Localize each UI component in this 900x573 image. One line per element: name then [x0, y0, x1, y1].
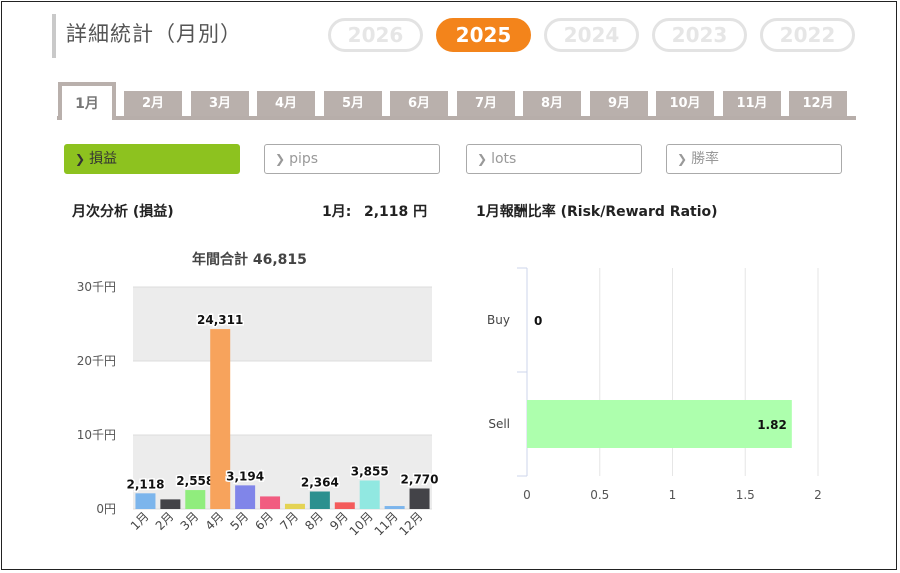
tab-month-1[interactable]: 1月	[58, 82, 116, 120]
bar-Sell	[527, 400, 792, 448]
data-label: 1.82	[757, 418, 787, 432]
metric-button-pnl[interactable]: ❯ 損益	[64, 144, 240, 174]
tab-month-7[interactable]: 7月	[457, 91, 515, 116]
y-tick-label: 10千円	[77, 428, 116, 442]
data-label: 24,311	[197, 313, 243, 327]
x-tick-label: 1月	[128, 509, 152, 533]
grid-band	[133, 287, 432, 361]
data-label: 2,364	[301, 476, 339, 490]
x-tick-label: 5月	[227, 509, 251, 533]
year-button-2025[interactable]: 2025	[436, 18, 531, 52]
bar-11月	[384, 506, 405, 509]
bar-7月	[284, 503, 305, 509]
bar-1月	[135, 493, 156, 509]
bar-10月	[359, 480, 380, 509]
tabs-underline	[57, 116, 856, 120]
x-tick-label: 7月	[277, 509, 301, 533]
bar-2月	[160, 499, 181, 509]
monthly-analysis-heading: 月次分析 (損益)	[72, 204, 174, 220]
tab-month-4[interactable]: 4月	[257, 91, 315, 116]
year-button-2022[interactable]: 2022	[760, 18, 855, 52]
metric-button-lots[interactable]: ❯ lots	[466, 144, 642, 174]
x-tick-label: 11月	[372, 509, 401, 538]
title-bar: 詳細統計（月別）	[52, 14, 242, 58]
tab-month-12[interactable]: 12月	[789, 91, 847, 116]
metric-label: 損益	[89, 151, 118, 167]
bar-8月	[309, 491, 330, 509]
tab-month-5[interactable]: 5月	[324, 91, 382, 116]
metric-label: 勝率	[691, 151, 720, 167]
x-tick-label: 4月	[203, 509, 227, 533]
metric-label: pips	[289, 151, 319, 167]
rr-heading: 1月報酬比率 (Risk/Reward Ratio)	[476, 204, 718, 220]
risk-reward-chart: 0 0.5 1 1.5 2 Buy 0 Sell 1.82	[487, 267, 822, 502]
x-tick-label: 10月	[347, 509, 376, 538]
month-value-label: 1月:	[322, 204, 352, 220]
annual-total: 年間合計 46,815	[192, 252, 307, 268]
metric-label: lots	[491, 151, 517, 167]
tab-month-9[interactable]: 9月	[590, 91, 648, 116]
x-tick-label: 6月	[252, 509, 276, 533]
bar-5月	[235, 485, 256, 509]
bar-6月	[260, 496, 281, 509]
bar-3月	[185, 490, 206, 509]
chevron-right-icon: ❯	[677, 152, 688, 166]
x-tick-label: 2	[814, 488, 822, 502]
data-label: 0	[534, 314, 542, 328]
page-title: 詳細統計（月別）	[66, 22, 242, 46]
chevron-right-icon: ❯	[75, 152, 86, 166]
data-label: 3,194	[226, 469, 264, 483]
bar-12月	[409, 488, 430, 509]
x-tick-label: 2月	[153, 509, 177, 533]
tab-month-6[interactable]: 6月	[390, 91, 448, 116]
tab-month-8[interactable]: 8月	[523, 91, 581, 116]
month-value: 2,118 円	[364, 204, 428, 220]
y-tick-label: Buy	[487, 313, 510, 327]
y-tick-label: 20千円	[77, 354, 116, 368]
grid-band	[133, 435, 432, 509]
x-tick-label: 12月	[396, 509, 425, 538]
monthly-bar-chart: 0円 10千円 20千円 30千円 2,118 1月 2月 2,558 3月 24,311 4月 3,…	[77, 280, 440, 538]
data-label: 2,558	[176, 474, 214, 488]
tab-month-2[interactable]: 2月	[124, 91, 182, 116]
bar-9月	[334, 502, 355, 509]
tab-month-10[interactable]: 10月	[656, 91, 714, 116]
chevron-right-icon: ❯	[477, 152, 488, 166]
x-tick-label: 8月	[302, 509, 326, 533]
metric-button-pips[interactable]: ❯ pips	[264, 144, 440, 174]
x-tick-label: 3月	[178, 509, 202, 533]
y-tick-label: Sell	[488, 417, 510, 431]
data-label: 2,770	[401, 473, 439, 487]
x-tick-label: 0	[523, 488, 531, 502]
y-tick-label: 0円	[96, 502, 116, 516]
x-tick-label: 1.5	[736, 488, 755, 502]
x-tick-label: 1	[669, 488, 677, 502]
data-label: 3,855	[351, 464, 389, 478]
data-label: 2,118	[126, 477, 164, 491]
y-tick-label: 30千円	[77, 280, 116, 294]
year-button-2026[interactable]: 2026	[328, 18, 423, 52]
year-button-2024[interactable]: 2024	[544, 18, 639, 52]
bar-4月	[210, 329, 231, 509]
x-tick-label: 0.5	[590, 488, 609, 502]
year-button-2023[interactable]: 2023	[652, 18, 747, 52]
tab-month-3[interactable]: 3月	[191, 91, 249, 116]
metric-button-winrate[interactable]: ❯ 勝率	[666, 144, 842, 174]
tab-month-11[interactable]: 11月	[723, 91, 781, 116]
chevron-right-icon: ❯	[275, 152, 286, 166]
